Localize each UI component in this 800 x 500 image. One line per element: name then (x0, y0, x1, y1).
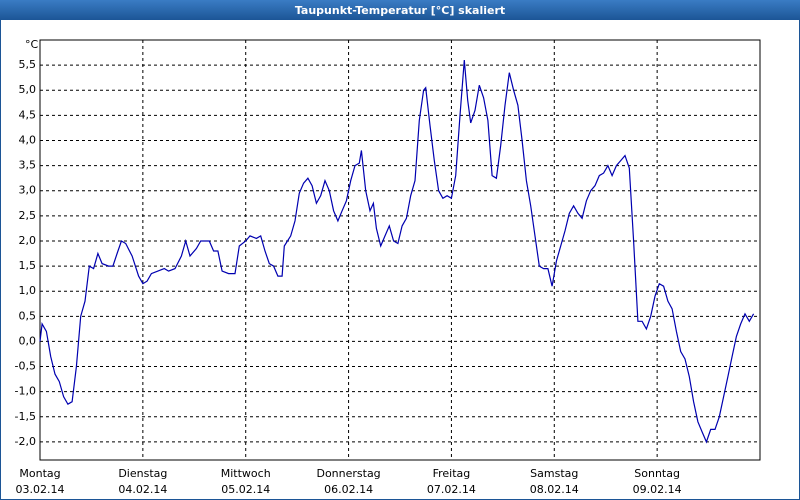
y-tick-label: 2,5 (19, 209, 37, 222)
y-axis-label: °C (25, 38, 39, 51)
y-tick-label: 1,5 (19, 259, 37, 272)
chart-title: Taupunkt-Temperatur [°C] skaliert (295, 4, 505, 17)
x-tick-date: 05.02.14 (221, 483, 270, 496)
y-tick-label: 0,5 (19, 309, 37, 322)
x-tick-date: 09.02.14 (633, 483, 682, 496)
plot-border (39, 39, 761, 461)
x-tick-label: Mittwoch (221, 467, 271, 480)
plot-area (40, 40, 760, 460)
y-tick-label: 5,0 (19, 83, 37, 96)
x-tick-label: Samstag (530, 467, 578, 480)
y-tick-label: 3,5 (19, 159, 37, 172)
y-tick-label: 2,0 (19, 234, 37, 247)
x-tick-date: 07.02.14 (427, 483, 476, 496)
x-tick-date: 06.02.14 (324, 483, 373, 496)
title-bar (0, 0, 800, 20)
y-tick-label: 4,0 (19, 133, 37, 146)
y-tick-label: 4,5 (19, 108, 37, 121)
x-tick-label: Dienstag (118, 467, 167, 480)
y-tick-label: 0,0 (19, 334, 37, 347)
x-tick-label: Montag (19, 467, 60, 480)
y-tick-label: 1,0 (19, 284, 37, 297)
y-tick-label: 3,0 (19, 184, 37, 197)
x-tick-date: 03.02.14 (16, 483, 65, 496)
y-tick-label: 5,5 (19, 58, 37, 71)
y-tick-label: -1,0 (15, 385, 36, 398)
y-tick-label: -0,5 (15, 360, 36, 373)
x-tick-label: Freitag (433, 467, 471, 480)
x-tick-label: Donnerstag (316, 467, 380, 480)
x-tick-date: 04.02.14 (118, 483, 167, 496)
data-line (39, 60, 755, 444)
y-tick-label: -2,0 (15, 435, 36, 448)
y-tick-label: -1,5 (15, 410, 36, 423)
x-tick-date: 08.02.14 (530, 483, 579, 496)
x-tick-label: Sonntag (634, 467, 680, 480)
